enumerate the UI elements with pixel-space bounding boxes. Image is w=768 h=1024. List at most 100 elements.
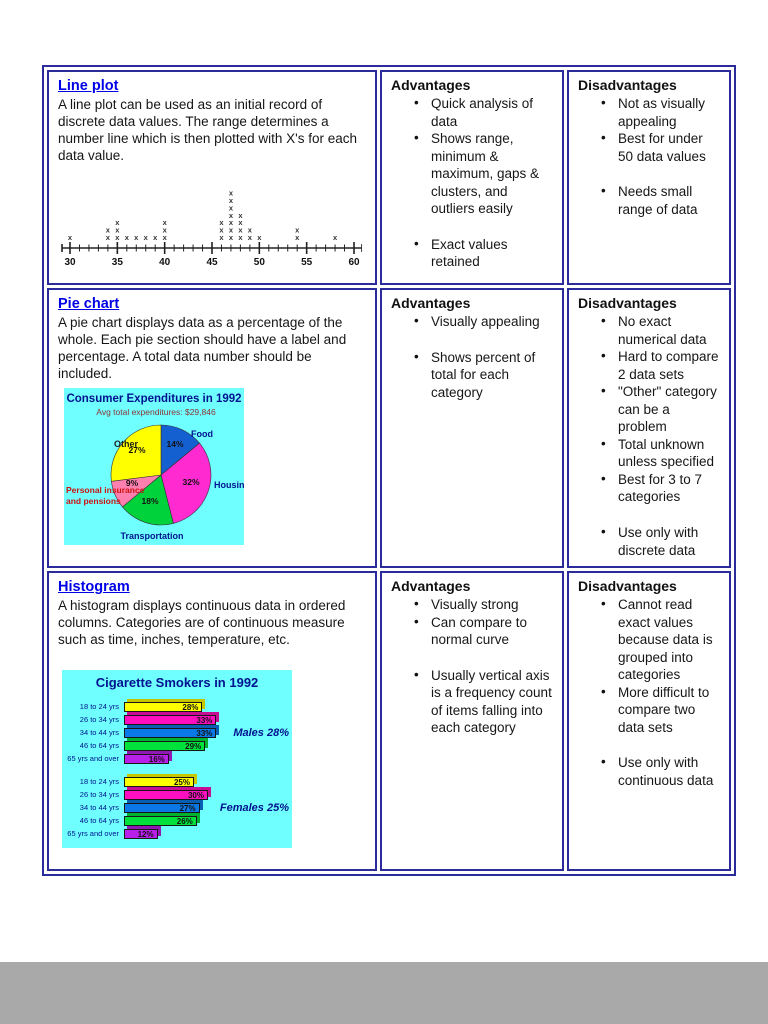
- category-label: 26 to 34 yrs: [79, 715, 119, 724]
- disadvantages-list: No exact numerical dataHard to compare 2…: [578, 312, 721, 559]
- svg-text:27%: 27%: [128, 445, 145, 455]
- svg-text:x: x: [248, 233, 253, 242]
- svg-text:x: x: [295, 226, 300, 235]
- bar: 27%: [124, 802, 200, 813]
- pie-chart-disadvantages-cell: Disadvantages No exact numerical dataHar…: [567, 288, 731, 568]
- svg-text:x: x: [125, 233, 130, 242]
- pie-chart-description: A pie chart displays data as a percentag…: [58, 315, 347, 381]
- category-label: 26 to 34 yrs: [79, 790, 119, 799]
- category-label: 18 to 24 yrs: [79, 777, 119, 786]
- bar-row: 34 to 44 yrs 27%: [62, 801, 292, 814]
- svg-text:x: x: [229, 190, 234, 198]
- svg-text:x: x: [115, 226, 120, 235]
- svg-text:and pensions: and pensions: [66, 496, 121, 506]
- svg-text:Other: Other: [114, 439, 139, 449]
- svg-text:55: 55: [301, 257, 313, 268]
- svg-text:x: x: [106, 233, 111, 242]
- bar: 16%: [124, 753, 169, 764]
- category-label: 65 yrs and over: [67, 754, 119, 763]
- svg-text:x: x: [229, 233, 234, 242]
- svg-text:x: x: [229, 218, 234, 227]
- bullet-item: Visually appealing: [414, 312, 554, 331]
- svg-text:Personal insurance: Personal insurance: [66, 485, 145, 495]
- disadvantages-heading: Disadvantages: [578, 578, 677, 594]
- category-label: 34 to 44 yrs: [79, 803, 119, 812]
- bar: 28%: [124, 701, 203, 712]
- bullet-item: Visually strong: [414, 595, 554, 614]
- bar: 29%: [124, 740, 206, 751]
- svg-text:x: x: [229, 226, 234, 235]
- svg-text:x: x: [144, 233, 149, 242]
- bullet-item: Best for under 50 data values: [601, 129, 721, 165]
- bar-row: 18 to 24 yrs 28%: [62, 700, 292, 713]
- line-plot-description: A line plot can be used as an initial re…: [58, 97, 357, 163]
- svg-text:Avg total expenditures: $29,84: Avg total expenditures: $29,846: [96, 407, 216, 417]
- bullet-item: No exact numerical data: [601, 312, 721, 348]
- pie-chart-description-cell: Pie chart A pie chart displays data as a…: [47, 288, 377, 568]
- pie-chart-link[interactable]: Pie chart: [58, 296, 120, 312]
- svg-text:18%: 18%: [141, 496, 158, 506]
- advantages-heading: Advantages: [391, 578, 471, 594]
- svg-text:x: x: [153, 233, 158, 242]
- bullet-item: Shows range, minimum & maximum, gaps & c…: [414, 129, 554, 218]
- category-label: 18 to 24 yrs: [79, 702, 119, 711]
- bar: 26%: [124, 815, 197, 826]
- svg-text:x: x: [238, 218, 243, 227]
- svg-text:Consumer Expenditures in 1992: Consumer Expenditures in 1992: [66, 393, 241, 405]
- histogram-description: A histogram displays continuous data in …: [58, 598, 346, 647]
- bullet-item: Shows percent of total for each category: [414, 348, 554, 402]
- bullet-item: "Other" category can be a problem: [601, 382, 721, 436]
- advantages-heading: Advantages: [391, 295, 471, 311]
- category-label: 46 to 64 yrs: [79, 816, 119, 825]
- svg-text:x: x: [219, 233, 224, 242]
- svg-text:Housing: Housing: [214, 480, 244, 490]
- pie-chart-advantages-cell: Advantages Visually appealing Shows perce…: [380, 288, 564, 568]
- viewer-background: [0, 962, 768, 1024]
- bar: 25%: [124, 776, 194, 787]
- svg-text:32%: 32%: [182, 477, 199, 487]
- svg-text:x: x: [248, 226, 253, 235]
- svg-text:x: x: [163, 226, 168, 235]
- svg-text:x: x: [219, 226, 224, 235]
- svg-text:x: x: [115, 233, 120, 242]
- svg-text:x: x: [229, 211, 234, 220]
- bar-row: 46 to 64 yrs 26%: [62, 814, 292, 827]
- bar-row: 26 to 34 yrs 33%: [62, 713, 292, 726]
- advantages-list: Visually strongCan compare to normal cur…: [391, 595, 554, 737]
- bullet-item: Use only with continuous data: [601, 753, 721, 789]
- disadvantages-list: Cannot read exact values because data is…: [578, 595, 721, 789]
- disadvantages-list: Not as visually appealingBest for under …: [578, 94, 721, 218]
- svg-text:x: x: [106, 226, 111, 235]
- bar: 33%: [124, 727, 217, 738]
- bullet-item: Best for 3 to 7 categories: [601, 470, 721, 506]
- svg-text:14%: 14%: [166, 439, 183, 449]
- bullet-item: Exact values retained: [414, 235, 554, 271]
- svg-text:60: 60: [348, 257, 360, 268]
- bullet-item: Not as visually appealing: [601, 94, 721, 130]
- line-plot-link[interactable]: Line plot: [58, 78, 119, 94]
- bullet-item: Needs small range of data: [601, 182, 721, 218]
- advantages-list: Quick analysis of dataShows range, minim…: [391, 94, 554, 271]
- table-row: Pie chart A pie chart displays data as a…: [47, 288, 731, 568]
- histogram-link[interactable]: Histogram: [58, 579, 130, 595]
- histogram-description-cell: Histogram A histogram displays continuou…: [47, 571, 377, 871]
- bullet-item: Use only with discrete data: [601, 523, 721, 559]
- bar-group: 18 to 24 yrs 25% 26 to 34 yrs 30% 34 to 44 y…: [62, 775, 292, 840]
- svg-text:x: x: [333, 233, 338, 242]
- category-label: 34 to 44 yrs: [79, 728, 119, 737]
- bullet-item: Total unknown unless specified: [601, 435, 721, 471]
- bar: 12%: [124, 828, 158, 839]
- histogram-disadvantages-cell: Disadvantages Cannot read exact values b…: [567, 571, 731, 871]
- pie-chart-figure: Consumer Expenditures in 1992 Avg total e…: [64, 388, 250, 545]
- histogram-title: Cigarette Smokers in 1992: [95, 675, 259, 690]
- svg-text:x: x: [238, 211, 243, 220]
- disadvantages-heading: Disadvantages: [578, 295, 677, 311]
- svg-text:x: x: [257, 233, 262, 242]
- table-row: Histogram A histogram displays continuou…: [47, 571, 731, 871]
- chart-types-table: Line plot A line plot can be used as an …: [42, 65, 736, 876]
- pie-chart-image: Consumer Expenditures in 1992 Avg total e…: [64, 388, 250, 545]
- advantages-heading: Advantages: [391, 77, 471, 93]
- bullet-item: Can compare to normal curve: [414, 613, 554, 649]
